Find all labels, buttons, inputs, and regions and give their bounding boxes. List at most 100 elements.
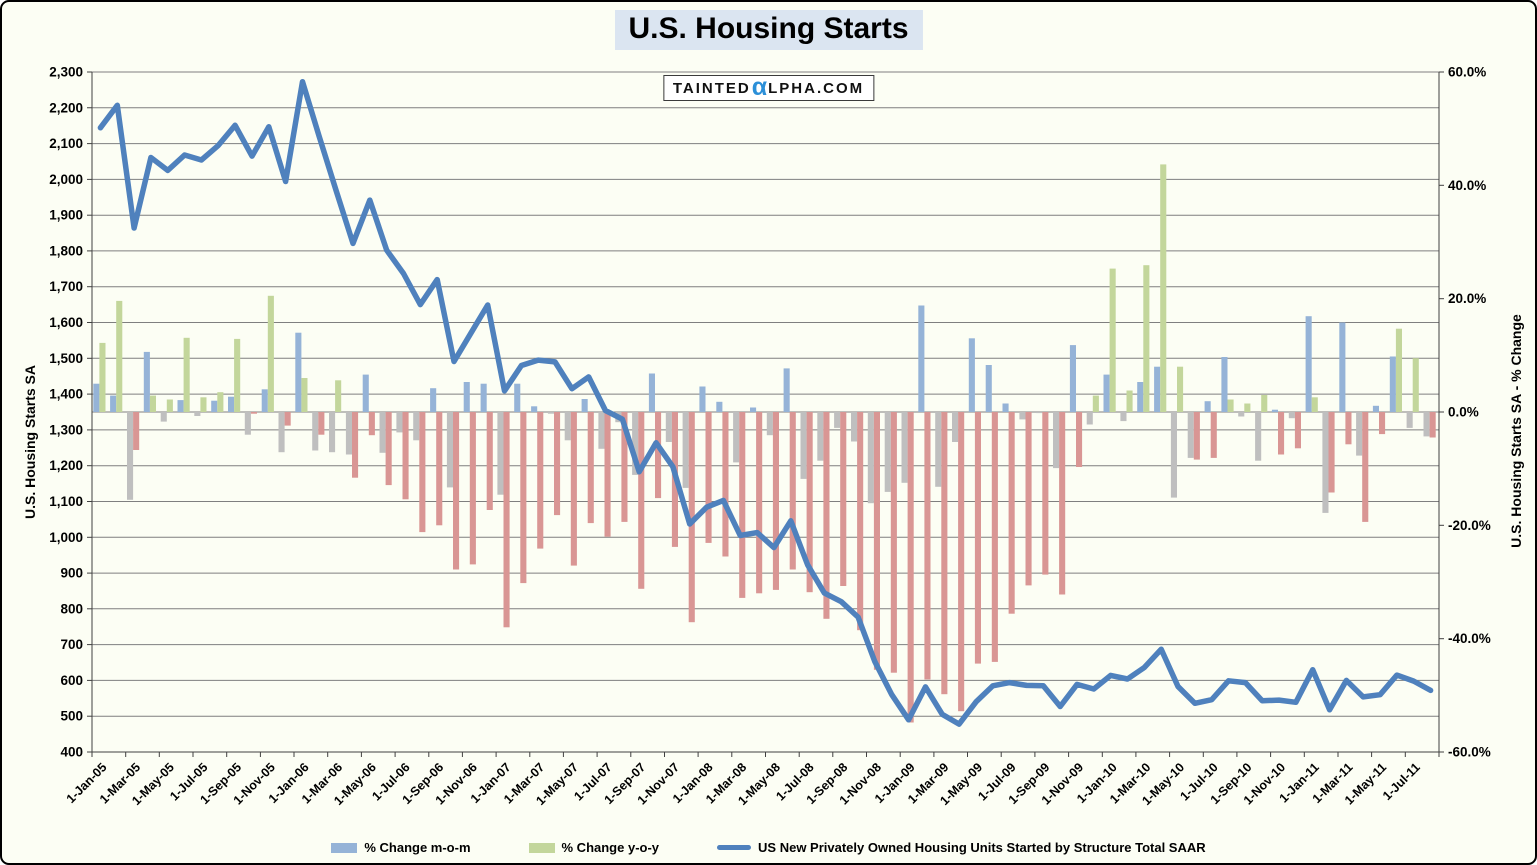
mom-bar-Sep-06 [430, 388, 437, 412]
mom-bar-Dec-07 [682, 412, 689, 488]
yoy-bar-Sep-06 [436, 412, 443, 526]
yoy-bar-Jun-07 [587, 412, 594, 524]
mom-bar-Mar-11 [1339, 322, 1346, 412]
mom-bar-Jun-05 [177, 400, 184, 412]
left-tick-label: 1,300 [49, 422, 83, 437]
mom-bar-Sep-09 [1036, 412, 1043, 414]
yoy-bar-Dec-09 [1092, 395, 1099, 412]
left-tick-label: 1,200 [49, 458, 83, 473]
mom-bar-Nov-06 [463, 382, 470, 412]
yoy-bar-Jun-06 [385, 412, 392, 486]
yoy-bar-Jan-06 [301, 378, 308, 412]
yoy-bar-Mar-08 [739, 412, 746, 598]
yoy-bar-Mar-07 [537, 412, 544, 549]
mom-bar-Sep-07 [632, 412, 639, 475]
yoy-bar-Jul-06 [402, 412, 409, 500]
left-tick-label: 1,600 [49, 315, 83, 330]
mom-bar-Oct-09 [1053, 412, 1060, 469]
yoy-bar-Apr-06 [352, 412, 359, 478]
left-tick-label: 500 [60, 709, 83, 724]
right-tick-label: -40.0% [1448, 631, 1491, 646]
yoy-bar-Sep-05 [234, 338, 241, 412]
left-tick-label: 1,800 [49, 243, 83, 258]
legend-item-yoy: % Change y-o-y [528, 840, 659, 855]
yoy-bar-May-05 [166, 399, 173, 412]
yoy-bar-Jan-07 [503, 412, 510, 628]
mom-bar-Jul-07 [598, 412, 605, 449]
yoy-bar-Apr-07 [554, 412, 561, 516]
left-tick-label: 1,100 [49, 494, 83, 509]
yoy-bar-Aug-09 [1025, 412, 1032, 586]
mom-bar-Jul-08 [800, 412, 807, 479]
mom-bar-Apr-05 [143, 351, 150, 412]
mom-bar-Oct-08 [851, 412, 858, 442]
bars-mom [93, 305, 1430, 513]
mom-bar-Jun-07 [581, 399, 588, 412]
legend-item-line: US New Privately Owned Housing Units Sta… [717, 840, 1206, 855]
right-tick-label: 0.0% [1448, 405, 1479, 420]
mom-bar-Jul-09 [1002, 403, 1009, 412]
bars-yoy [99, 164, 1436, 723]
yoy-bar-Aug-05 [217, 392, 224, 412]
left-tick-label: 600 [60, 673, 83, 688]
housing-starts-line [97, 78, 1434, 727]
left-tick-label: 2,200 [49, 100, 83, 115]
mom-bar-Apr-06 [345, 412, 352, 455]
mom-bar-May-09 [968, 338, 975, 412]
yoy-bar-Jul-11 [1412, 358, 1419, 412]
mom-bar-Mar-06 [329, 412, 336, 453]
yoy-bar-Aug-08 [823, 412, 830, 619]
left-tick-label: 2,100 [49, 136, 83, 151]
mom-bar-Feb-06 [312, 412, 319, 451]
yoy-bar-Apr-05 [149, 395, 156, 412]
left-tick-label: 1,900 [49, 208, 83, 223]
mom-bar-May-10 [1170, 412, 1177, 498]
yoy-bar-May-09 [974, 412, 981, 664]
mom-bar-Jun-06 [379, 412, 386, 453]
mom-bar-Feb-08 [716, 401, 723, 412]
legend-label-mom: % Change m-o-m [364, 840, 471, 855]
watermark-box: TAINTED α LPHA.COM [662, 75, 875, 101]
yoy-bar-Oct-07 [655, 412, 662, 499]
chart-title: U.S. Housing Starts [614, 10, 923, 50]
mom-bar-Apr-09 [952, 412, 959, 442]
line-layer [97, 78, 1434, 727]
mom-bar-Feb-05 [110, 395, 117, 412]
gridlines [92, 71, 1439, 717]
yoy-bar-Jul-05 [200, 397, 207, 412]
yoy-bar-Dec-05 [284, 412, 291, 426]
yoy-bar-Jan-09 [907, 412, 914, 723]
watermark-text-suffix: LPHA.COM [768, 79, 865, 97]
yoy-bar-May-11 [1379, 412, 1386, 435]
mom-bar-Dec-05 [278, 412, 285, 453]
mom-bar-Dec-10 [1288, 412, 1295, 419]
mom-bar-Oct-07 [648, 373, 655, 412]
yoy-bar-Jan-08 [705, 412, 712, 543]
left-axis-labels: 400 500 600 700 800 900 1,000 1,100 1,200 1,300 1,… [49, 65, 92, 760]
mom-bar-Sep-05 [228, 396, 235, 412]
mom-bar-Jan-06 [295, 332, 302, 412]
left-tick-label: 1,000 [49, 530, 83, 545]
legend-label-line: US New Privately Owned Housing Units Sta… [758, 840, 1206, 855]
mom-bar-Jun-10 [1187, 412, 1194, 458]
yoy-bar-May-06 [368, 412, 375, 436]
yoy-bar-Jul-10 [1210, 412, 1217, 458]
right-axis-labels: -60.0% -40.0% -20.0% 0.0% 20.0% 40.0% 60.0% [1439, 65, 1491, 760]
mom-bar-Mar-05 [127, 412, 134, 500]
yoy-bar-Dec-10 [1294, 412, 1301, 449]
legend: % Change m-o-m % Change y-o-y US New Pri… [2, 840, 1535, 855]
left-tick-label: 1,700 [49, 279, 83, 294]
line-swatch [717, 845, 752, 850]
yoy-bar-Feb-09 [924, 412, 931, 680]
x-axis-labels: 1-Jan-051-Mar-051-May-051-Jul-051-Sep-05… [64, 752, 1440, 808]
yoy-bar-Jun-05 [183, 337, 190, 412]
mom-bar-Aug-05 [211, 400, 218, 412]
mom-bar-Nov-10 [1271, 409, 1278, 412]
yoy-bar-Aug-10 [1227, 399, 1234, 412]
mom-bar-Apr-07 [547, 412, 554, 414]
mom-bar-Aug-08 [817, 412, 824, 461]
left-tick-label: 1,500 [49, 351, 83, 366]
x-tick-label: 1-Jul-11 [1380, 760, 1423, 803]
yoy-bar-Sep-09 [1042, 412, 1049, 575]
